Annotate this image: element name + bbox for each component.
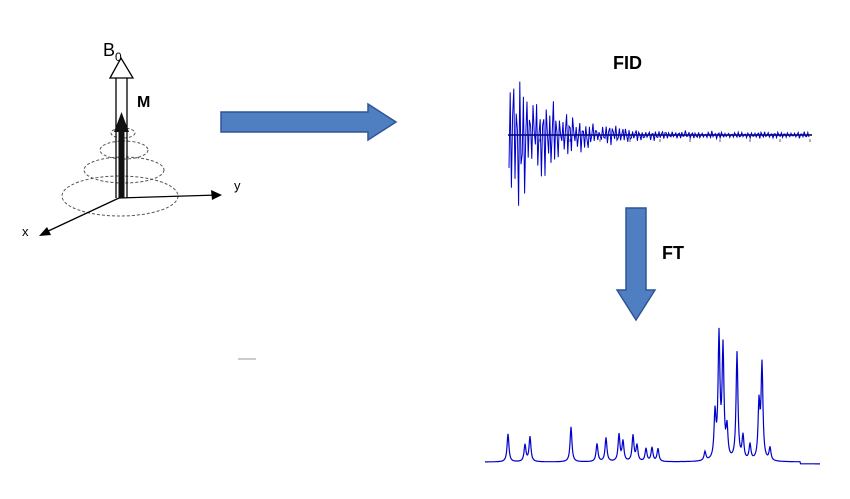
spectrum-trace — [485, 327, 820, 465]
m-vector-shaft — [118, 130, 125, 198]
down-block-arrow-icon — [615, 207, 657, 322]
fid-title: FID — [613, 53, 642, 73]
b0-arrowhead — [108, 56, 135, 79]
ft-label: FT — [662, 243, 684, 263]
y-axis-line — [118, 194, 219, 199]
fid-signal-trace — [508, 81, 810, 206]
fid-axis-ticks — [539, 139, 811, 142]
fid-panel: FID — [508, 53, 812, 206]
y-axis-arrowhead — [211, 190, 222, 200]
magnetization-panel: B0 M y x — [22, 40, 241, 239]
spectrum-panel — [485, 327, 820, 465]
x-axis-arrowhead — [39, 227, 51, 236]
right-block-arrow-icon — [220, 102, 398, 142]
m-vector-arrowhead — [114, 112, 129, 132]
b0-label: B0 — [103, 40, 122, 64]
x-axis-label: x — [22, 224, 29, 239]
m-label: M — [137, 94, 150, 111]
y-axis-label: y — [234, 178, 241, 193]
x-axis-line — [43, 197, 120, 234]
